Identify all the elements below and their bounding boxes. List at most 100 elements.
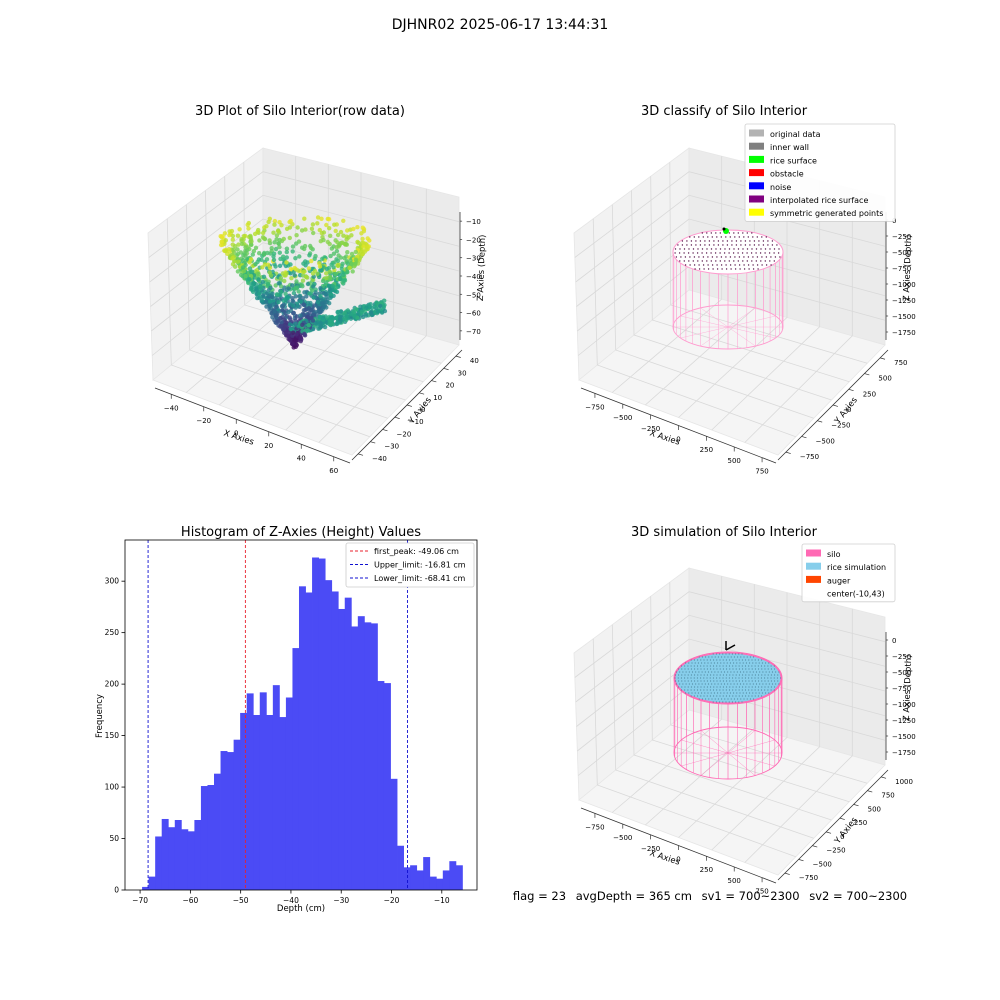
- mesh-point: [733, 656, 735, 658]
- surface-point: [688, 260, 690, 262]
- z-axis-label: Z Axies (Depth): [902, 234, 914, 301]
- mesh-point: [744, 677, 746, 679]
- point: [348, 258, 353, 263]
- surface-point: [743, 256, 745, 258]
- x-tick-label: 250: [700, 446, 713, 454]
- y-tick-label: 20: [445, 382, 454, 390]
- point: [264, 291, 269, 296]
- y-tick-label: 750: [894, 359, 907, 367]
- mesh-point: [751, 686, 753, 688]
- surface-point: [689, 236, 691, 238]
- mesh-point: [700, 686, 702, 688]
- point: [298, 299, 303, 304]
- mesh-point: [710, 668, 712, 670]
- point: [264, 224, 269, 229]
- mesh-point: [764, 680, 766, 682]
- chart-title: 3D classify of Silo Interior: [641, 104, 808, 119]
- z-axis-label: Z Axies (Depth): [476, 234, 488, 301]
- surface-point: [698, 268, 701, 270]
- point: [329, 246, 334, 251]
- surface-point: [753, 240, 756, 242]
- mesh-point: [742, 692, 744, 694]
- point: [310, 288, 315, 293]
- mesh-point: [764, 665, 766, 667]
- mesh-point: [693, 689, 695, 691]
- point: [290, 249, 295, 254]
- mesh-point: [778, 683, 780, 685]
- cylinder-top: [673, 651, 783, 705]
- point: [294, 332, 299, 337]
- surface-point: [724, 248, 726, 250]
- mesh-point: [722, 665, 724, 667]
- mesh-point: [749, 683, 751, 685]
- surface-point: [679, 260, 681, 262]
- mesh-point: [682, 683, 684, 685]
- mesh-point: [700, 674, 702, 676]
- mesh-point: [706, 674, 708, 676]
- mesh-point: [698, 683, 700, 685]
- mesh-point: [729, 695, 731, 697]
- mesh-point: [755, 671, 758, 673]
- point: [249, 239, 254, 244]
- mesh-point: [677, 677, 679, 679]
- x-tick-label: 0: [234, 429, 238, 437]
- mesh-point: [721, 698, 723, 700]
- surface-point: [728, 248, 731, 250]
- chart-title: 3D Plot of Silo Interior(row data): [195, 104, 405, 119]
- surface-point: [725, 264, 727, 266]
- x-tick-label: −30: [333, 896, 349, 905]
- y-tick: [406, 404, 412, 407]
- point: [334, 248, 340, 254]
- mesh-point: [767, 674, 769, 676]
- surface-point: [681, 240, 684, 242]
- mesh-point: [748, 677, 750, 679]
- mesh-point: [707, 683, 710, 685]
- mesh-point: [716, 680, 718, 682]
- mesh-point: [687, 668, 689, 670]
- mesh-point: [713, 662, 715, 664]
- mesh-point: [767, 677, 769, 679]
- mesh-point: [767, 680, 769, 682]
- x-tick-label: −20: [384, 896, 400, 905]
- cylinder-spoke: [727, 307, 756, 328]
- point: [218, 242, 224, 248]
- mesh-point: [745, 686, 747, 688]
- mesh-point: [735, 668, 737, 670]
- surface-point: [748, 268, 750, 270]
- z-tick-label: −750: [892, 685, 911, 693]
- surface-point: [742, 260, 744, 262]
- grid-line: [575, 194, 886, 283]
- point: [365, 236, 370, 241]
- surface-point: [699, 240, 702, 242]
- mesh-point: [730, 671, 732, 673]
- mesh-point: [694, 674, 696, 676]
- point: [264, 304, 269, 309]
- mesh-point: [733, 671, 735, 673]
- histogram-bar: [397, 845, 404, 890]
- point: [267, 238, 272, 243]
- chart-title: Histogram of Z-Axies (Height) Values: [181, 525, 421, 540]
- surface-point: [752, 264, 754, 266]
- z-tick-label: −1500: [892, 313, 916, 321]
- mesh-point: [722, 686, 724, 688]
- x-tick-label: −40: [283, 896, 299, 905]
- surface-point: [719, 252, 721, 254]
- mesh-point: [761, 662, 763, 664]
- mesh-point: [703, 674, 705, 676]
- mesh-point: [749, 692, 751, 694]
- point: [279, 223, 284, 228]
- mesh-point: [746, 671, 748, 673]
- mesh-point: [715, 653, 717, 655]
- surface-point: [743, 236, 745, 238]
- surface-point: [704, 240, 706, 242]
- cylinder-spoke: [727, 326, 756, 347]
- mesh-point: [719, 686, 721, 688]
- histogram-bar: [318, 558, 326, 890]
- mesh-point: [773, 677, 775, 679]
- surface-point: [767, 244, 769, 246]
- mesh-point: [729, 686, 731, 688]
- mesh-point: [719, 680, 721, 682]
- point: [296, 289, 301, 294]
- surface-point: [757, 268, 759, 270]
- point: [281, 236, 286, 242]
